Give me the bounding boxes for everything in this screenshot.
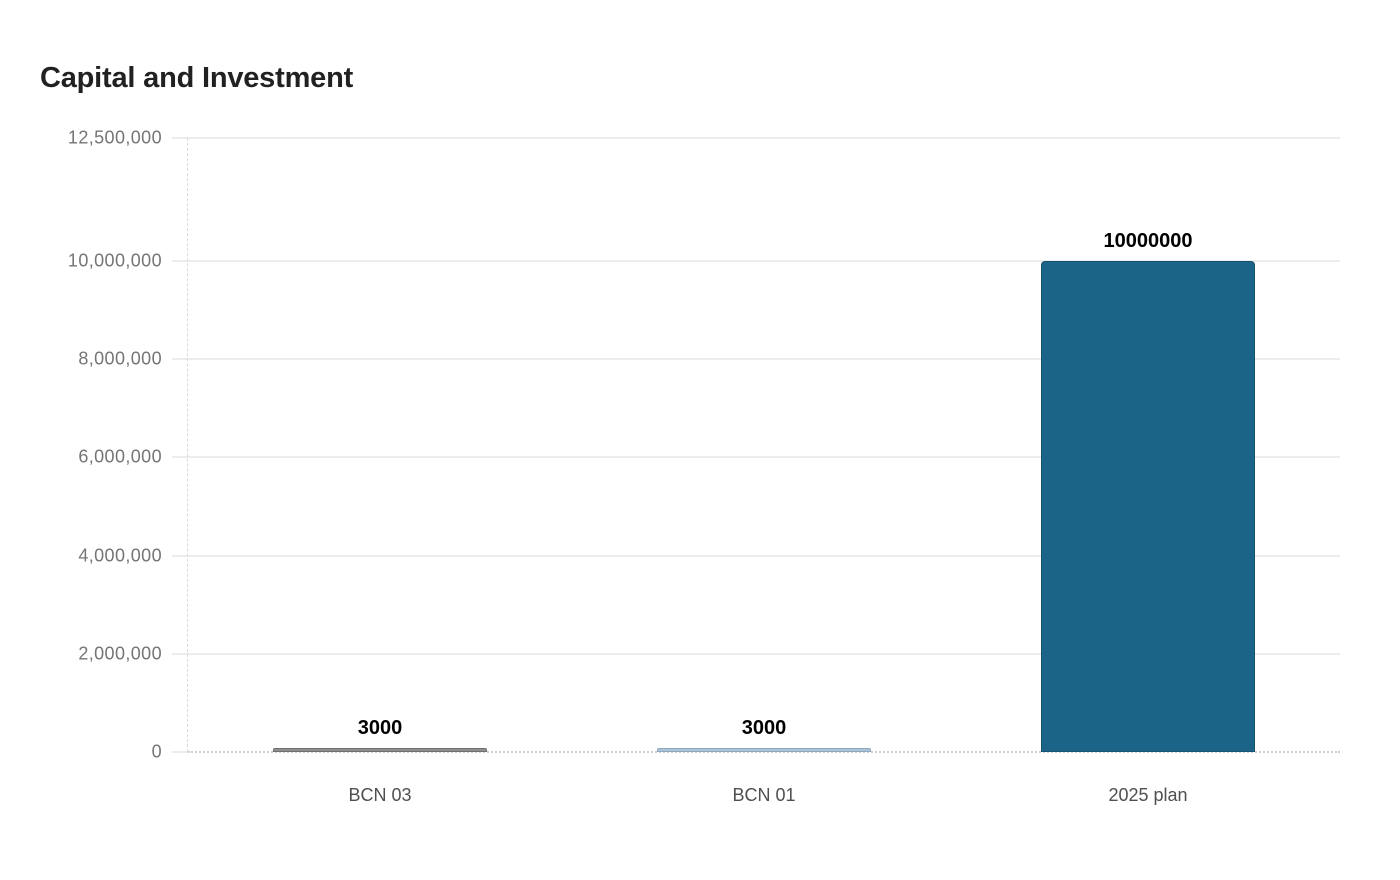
y-axis-tick-label: 10,000,000 bbox=[67, 250, 162, 271]
y-axis-tick-label: 8,000,000 bbox=[78, 348, 162, 369]
bar-value-label: 10000000 bbox=[1103, 230, 1193, 252]
gridline bbox=[172, 358, 1340, 360]
gridline bbox=[172, 137, 1340, 139]
x-axis-category-label: BCN 03 bbox=[348, 785, 412, 805]
y-axis-tick-label: 4,000,000 bbox=[78, 545, 162, 566]
gridline bbox=[172, 653, 1340, 655]
y-axis-tick-label: 12,500,000 bbox=[67, 127, 162, 148]
x-axis-category-label: 2025 plan bbox=[1108, 785, 1188, 805]
bar-bcn-03[interactable] bbox=[273, 748, 487, 752]
zero-gridline bbox=[188, 751, 1340, 753]
gridline bbox=[172, 456, 1340, 458]
bar-bcn-01[interactable] bbox=[657, 748, 871, 752]
gridline bbox=[172, 555, 1340, 557]
bar-2025-plan[interactable] bbox=[1041, 261, 1255, 752]
x-axis-category-label: BCN 01 bbox=[732, 785, 796, 805]
y-axis-tick bbox=[172, 751, 188, 753]
y-axis-tick-label: 2,000,000 bbox=[78, 643, 162, 664]
y-axis-tick-label: 6,000,000 bbox=[78, 446, 162, 467]
y-axis-tick-label: 0 bbox=[151, 741, 162, 762]
bar-value-label: 3000 bbox=[741, 717, 787, 739]
gridline bbox=[172, 260, 1340, 262]
y-axis-line bbox=[187, 138, 188, 752]
bar-value-label: 3000 bbox=[357, 717, 403, 739]
chart-title: Capital and Investment bbox=[40, 62, 354, 94]
